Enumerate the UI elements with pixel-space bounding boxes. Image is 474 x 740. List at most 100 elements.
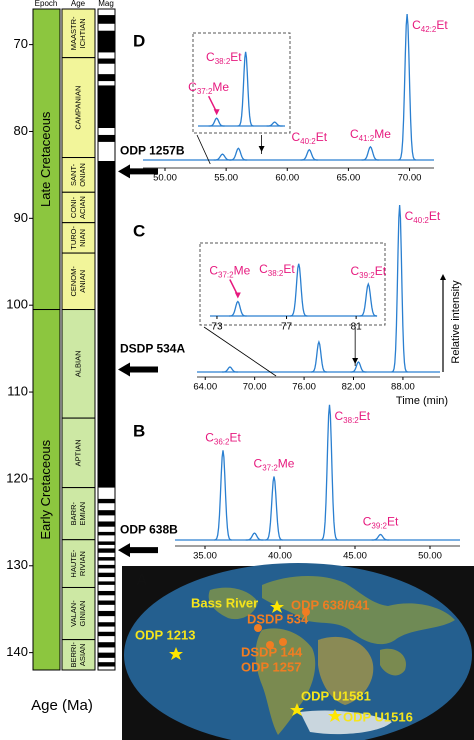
zoom-pointer bbox=[196, 134, 211, 165]
site-star bbox=[169, 647, 183, 660]
compound-base: C bbox=[188, 80, 197, 94]
site-label: DSDP 534 bbox=[247, 611, 309, 626]
epoch-label: Late Cretaceous bbox=[38, 111, 53, 207]
peak bbox=[310, 339, 327, 373]
peak bbox=[300, 148, 319, 161]
compound-suffix: Et bbox=[436, 18, 448, 32]
compound-subscript: 40:2 bbox=[413, 216, 429, 225]
polarity-band bbox=[98, 74, 115, 82]
stage-box bbox=[61, 639, 96, 671]
compound-subscript: 39:2 bbox=[371, 522, 387, 531]
site-label: Bass River bbox=[191, 595, 258, 610]
site-label: ODP 1257 bbox=[241, 659, 301, 674]
x-tick-label: 45.00 bbox=[343, 551, 367, 562]
stage-box bbox=[61, 191, 96, 224]
polarity-band bbox=[98, 30, 115, 53]
peak bbox=[391, 204, 408, 373]
stage-box bbox=[61, 309, 96, 419]
peak bbox=[320, 404, 339, 541]
y-tick-label: 130 bbox=[6, 557, 28, 572]
peak bbox=[350, 361, 367, 373]
peak bbox=[208, 117, 225, 127]
compound-label: C37:2Me bbox=[188, 80, 229, 96]
polarity-band bbox=[98, 631, 115, 637]
x-tick-label: 60.00 bbox=[275, 173, 299, 184]
stage-label: ANIAN bbox=[78, 270, 87, 293]
x-tick-label: 77 bbox=[281, 322, 293, 333]
axis-label: Age (Ma) bbox=[31, 697, 93, 714]
stage-box bbox=[61, 157, 96, 193]
pointer-arrow bbox=[207, 95, 217, 111]
peak bbox=[361, 145, 380, 161]
y-tick-label: 90 bbox=[14, 210, 28, 225]
compound-base: C bbox=[254, 457, 263, 471]
site-label: ODP 1257B bbox=[120, 144, 185, 158]
compound-suffix: Et bbox=[375, 264, 387, 278]
epoch-box bbox=[32, 309, 61, 671]
panel-letter: D bbox=[133, 31, 145, 50]
compound-label: C38:2Et bbox=[335, 409, 371, 425]
y-tick-label: 70 bbox=[14, 36, 28, 51]
inset-frame bbox=[199, 242, 386, 326]
landmass bbox=[255, 628, 316, 735]
polarity-band bbox=[98, 541, 115, 545]
polarity-band bbox=[98, 600, 115, 605]
site-dot bbox=[254, 624, 262, 632]
x-axis-label: Time (min) bbox=[396, 395, 448, 407]
epoch-label: Early Cretaceous bbox=[38, 439, 53, 539]
x-tick-label: 40.00 bbox=[268, 551, 292, 562]
peak bbox=[213, 153, 232, 161]
site-star bbox=[270, 600, 284, 613]
polarity-band bbox=[98, 662, 115, 667]
compound-base: C bbox=[205, 430, 214, 444]
stage-label: RIVIAN bbox=[78, 551, 87, 576]
y-axis-label: Relative intensity bbox=[450, 280, 462, 364]
panel-letter: B bbox=[133, 421, 145, 440]
site-arrow bbox=[118, 362, 158, 377]
polarity-band bbox=[98, 590, 115, 596]
polarity-band bbox=[98, 58, 115, 64]
landmass bbox=[318, 636, 374, 705]
polarity-band bbox=[98, 622, 115, 627]
compound-base: C bbox=[363, 515, 372, 529]
peak bbox=[221, 366, 238, 373]
y-tick-label: 80 bbox=[14, 123, 28, 138]
compound-label: C42:2Et bbox=[412, 18, 448, 34]
y-tick-label: 100 bbox=[6, 297, 28, 312]
polarity-band bbox=[98, 572, 115, 578]
landmass bbox=[380, 648, 406, 676]
polarity-band bbox=[98, 548, 115, 553]
compound-suffix: Me bbox=[374, 127, 391, 141]
peak bbox=[229, 147, 248, 161]
polarity-band bbox=[98, 510, 115, 516]
stage-box bbox=[61, 539, 96, 588]
compound-base: C bbox=[335, 409, 344, 423]
arrow-head bbox=[234, 292, 241, 299]
compound-suffix: Et bbox=[283, 262, 295, 276]
stage-label: ALBIAN bbox=[73, 350, 82, 377]
site-label: ODP 638/641 bbox=[291, 597, 370, 612]
site-label: DSDP 144 bbox=[241, 644, 303, 659]
site-arrow bbox=[118, 543, 158, 558]
stage-label: SANT- bbox=[69, 163, 78, 186]
epoch-box bbox=[32, 8, 61, 311]
zoom-pointer bbox=[203, 326, 277, 377]
compound-base: C bbox=[291, 130, 300, 144]
column-header: Age bbox=[71, 0, 86, 8]
pointer-arrow bbox=[229, 279, 238, 294]
stage-label: CAMPANIAN bbox=[73, 86, 82, 130]
peak bbox=[265, 476, 283, 541]
polarity-band bbox=[98, 161, 115, 488]
compound-base: C bbox=[209, 264, 218, 278]
x-tick-label: 76.00 bbox=[292, 382, 316, 393]
polarity-band bbox=[98, 15, 115, 24]
landmass bbox=[300, 710, 392, 735]
arrow-head bbox=[213, 109, 220, 116]
stage-label: ICHTIAN bbox=[78, 18, 87, 48]
